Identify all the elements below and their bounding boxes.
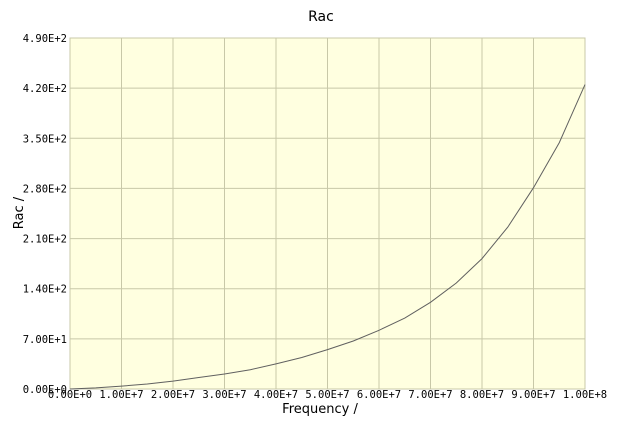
x-tick-label: 1.00E+7 — [99, 389, 143, 401]
series-line — [69, 84, 586, 390]
y-tick-label: 0.00E+0 — [23, 384, 67, 396]
y-axis-ticks: 0.00E+0 7.00E+1 1.40E+2 2.10E+2 2.80E+2 3.50E… — [23, 33, 67, 396]
x-tick-label: 5.00E+7 — [305, 389, 349, 401]
x-tick-label: 3.00E+7 — [202, 389, 246, 401]
x-tick-label: 4.00E+7 — [254, 389, 298, 401]
y-tick-label: 3.50E+2 — [23, 133, 67, 145]
x-tick-label: 7.00E+7 — [408, 389, 452, 401]
y-tick-label: 4.90E+2 — [23, 33, 67, 45]
y-tick-label: 2.10E+2 — [23, 234, 67, 246]
x-tick-label: 0.00E+0 — [48, 389, 92, 401]
plot-area — [69, 37, 586, 390]
x-tick-label: 6.00E+7 — [357, 389, 401, 401]
x-tick-label: 9.00E+7 — [511, 389, 555, 401]
y-tick-label: 1.40E+2 — [23, 284, 67, 296]
x-axis-ticks: 0.00E+0 1.00E+7 2.00E+7 3.00E+7 4.00E+7 5.00E… — [48, 389, 607, 401]
x-tick-label: 2.00E+7 — [151, 389, 195, 401]
y-tick-label: 4.20E+2 — [23, 83, 67, 95]
y-tick-label: 7.00E+1 — [23, 334, 67, 346]
x-tick-label: 1.00E+8 — [563, 389, 607, 401]
plot-border — [69, 37, 586, 390]
chart-title: Rac — [308, 9, 334, 25]
y-axis-label: Rac / — [12, 196, 27, 229]
x-axis-label: Frequency / — [282, 402, 358, 417]
x-tick-label: 8.00E+7 — [460, 389, 504, 401]
y-tick-label: 2.80E+2 — [23, 183, 67, 195]
